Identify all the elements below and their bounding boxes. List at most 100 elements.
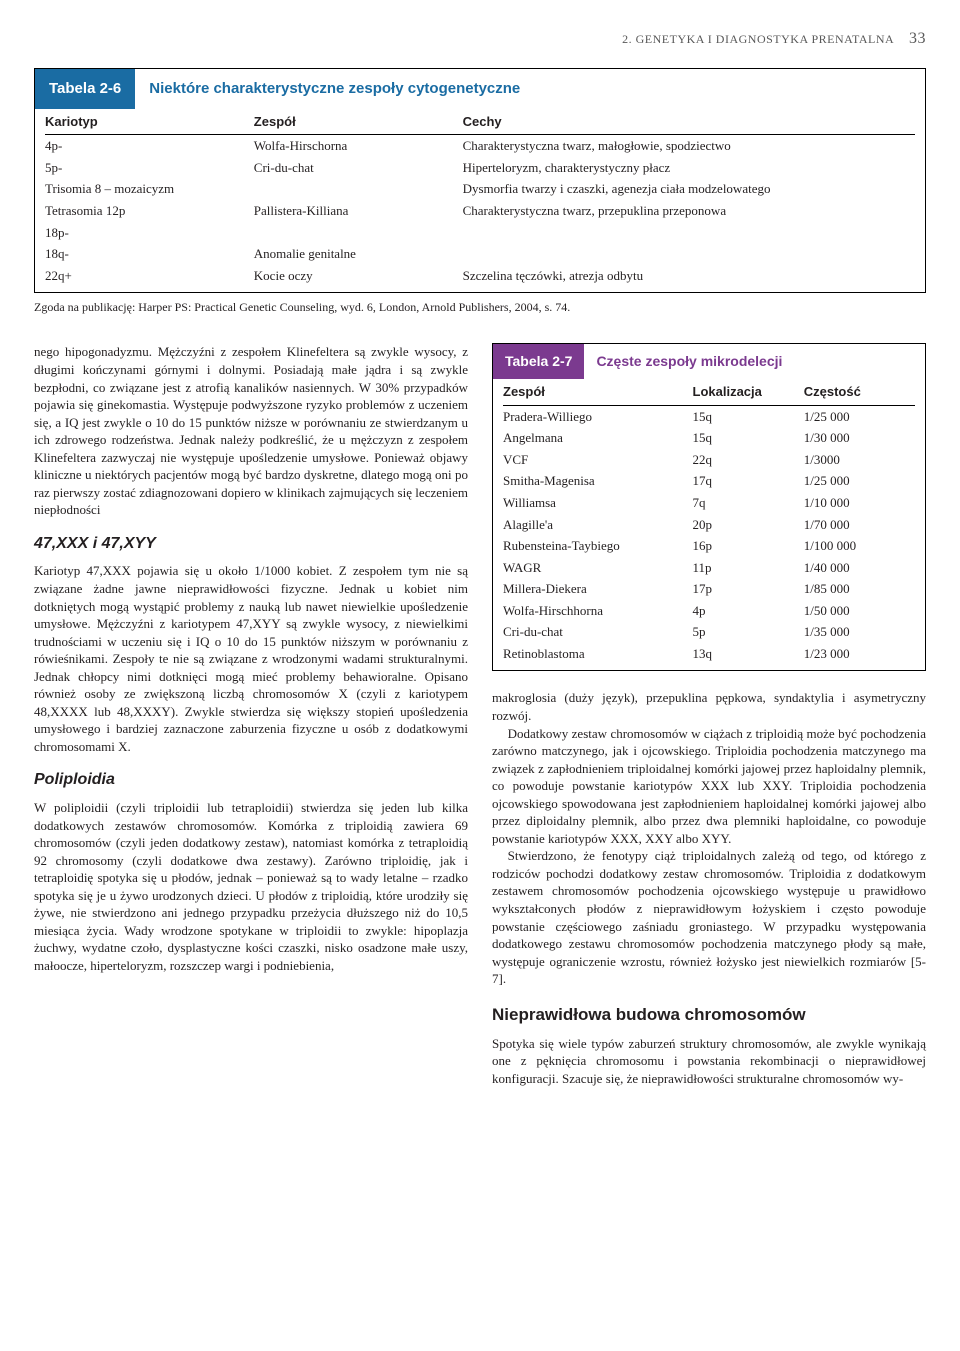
table-cell: 1/30 000 xyxy=(804,427,915,449)
table-cell: 1/100 000 xyxy=(804,535,915,557)
table-cell: Pallistera-Killiana xyxy=(254,200,463,222)
table-cell xyxy=(463,222,915,244)
table-cell xyxy=(254,222,463,244)
table-cell: Alagille'a xyxy=(503,514,693,536)
table-cell: 15q xyxy=(693,405,804,427)
table-cell: 1/50 000 xyxy=(804,600,915,622)
right-column: Tabela 2-7 Częste zespoły mikrodelecji Z… xyxy=(492,343,926,1087)
subsection-heading: 47,XXX i 47,XYY xyxy=(34,533,468,555)
table-2-6-tab: Tabela 2-6 xyxy=(35,69,135,109)
table-row: Trisomia 8 – mozaicyzmDysmorfia twarzy i… xyxy=(45,178,915,200)
table-cell: Pradera-Williego xyxy=(503,405,693,427)
table-cell: 1/70 000 xyxy=(804,514,915,536)
table-cell: Cri-du-chat xyxy=(503,621,693,643)
table-cell: 11p xyxy=(693,557,804,579)
table-row: 4p-Wolfa-HirschornaCharakterystyczna twa… xyxy=(45,135,915,157)
table-cell: Smitha-Magenisa xyxy=(503,470,693,492)
table-cell: 13q xyxy=(693,643,804,665)
table-cell: Charakterystyczna twarz, przepuklina prz… xyxy=(463,200,915,222)
col-header: Zespół xyxy=(254,109,463,135)
col-header: Kariotyp xyxy=(45,109,254,135)
table-row: Pradera-Williego15q1/25 000 xyxy=(503,405,915,427)
body-paragraph: Stwierdzono, że fenotypy ciąż triploidal… xyxy=(492,847,926,987)
table-cell xyxy=(463,243,915,265)
table-cell: 1/23 000 xyxy=(804,643,915,665)
table-cell: Wolfa-Hirschhorna xyxy=(503,600,693,622)
body-columns: nego hipogonadyzmu. Mężczyźni z zespołem… xyxy=(34,343,926,1087)
table-cell: 17p xyxy=(693,578,804,600)
table-cell: Retinoblastoma xyxy=(503,643,693,665)
table-cell: 1/25 000 xyxy=(804,405,915,427)
table-cell: 16p xyxy=(693,535,804,557)
table-cell: 5p- xyxy=(45,157,254,179)
page-number: 33 xyxy=(909,28,926,50)
col-header: Częstość xyxy=(804,379,915,405)
table-cell: Rubensteina-Taybiego xyxy=(503,535,693,557)
table-cell: 1/3000 xyxy=(804,449,915,471)
table-row: Tetrasomia 12pPallistera-KillianaCharakt… xyxy=(45,200,915,222)
table-row: Smitha-Magenisa17q1/25 000 xyxy=(503,470,915,492)
table-cell: 5p xyxy=(693,621,804,643)
table-cell: 15q xyxy=(693,427,804,449)
table-2-6-title: Niektóre charakterystyczne zespoły cytog… xyxy=(135,69,534,109)
table-2-6-footnote: Zgoda na publikację: Harper PS: Practica… xyxy=(34,299,926,315)
table-cell: 18p- xyxy=(45,222,254,244)
table-row: Millera-Diekera17p1/85 000 xyxy=(503,578,915,600)
table-cell: Williamsa xyxy=(503,492,693,514)
section-heading: Nieprawidłowa budowa chromosomów xyxy=(492,1004,926,1027)
table-2-7-title: Częste zespoły mikrodelecji xyxy=(584,344,794,379)
table-cell: 4p xyxy=(693,600,804,622)
body-paragraph: makroglosia (duży język), przepuklina pę… xyxy=(492,689,926,724)
table-cell xyxy=(254,178,463,200)
section-title: 2. GENETYKA I DIAGNOSTYKA PRENATALNA xyxy=(622,32,893,46)
table-row: Zespół Lokalizacja Częstość xyxy=(503,379,915,405)
table-cell: Szczelina tęczówki, atrezja odbytu xyxy=(463,265,915,287)
table-row: Rubensteina-Taybiego16p1/100 000 xyxy=(503,535,915,557)
table-cell: 22q xyxy=(693,449,804,471)
table-cell: Hiperteloryzm, charakterystyczny płacz xyxy=(463,157,915,179)
col-header: Cechy xyxy=(463,109,915,135)
table-row: Kariotyp Zespół Cechy xyxy=(45,109,915,135)
table-cell: 7q xyxy=(693,492,804,514)
table-2-7-grid: Zespół Lokalizacja Częstość Pradera-Will… xyxy=(503,379,915,664)
table-cell: Millera-Diekera xyxy=(503,578,693,600)
table-cell: Trisomia 8 – mozaicyzm xyxy=(45,178,254,200)
table-cell: Tetrasomia 12p xyxy=(45,200,254,222)
table-cell: 1/40 000 xyxy=(804,557,915,579)
table-cell: Cri-du-chat xyxy=(254,157,463,179)
table-2-7: Tabela 2-7 Częste zespoły mikrodelecji Z… xyxy=(492,343,926,671)
table-row: VCF22q1/3000 xyxy=(503,449,915,471)
col-header: Zespół xyxy=(503,379,693,405)
table-row: Alagille'a20p1/70 000 xyxy=(503,514,915,536)
table-row: Williamsa7q1/10 000 xyxy=(503,492,915,514)
table-cell: Charakterystyczna twarz, małogłowie, spo… xyxy=(463,135,915,157)
subsection-heading: Poliploidia xyxy=(34,769,468,791)
table-cell: 1/85 000 xyxy=(804,578,915,600)
table-2-6-grid: Kariotyp Zespół Cechy 4p-Wolfa-Hirschorn… xyxy=(45,109,915,286)
table-cell: Wolfa-Hirschorna xyxy=(254,135,463,157)
table-row: Wolfa-Hirschhorna4p1/50 000 xyxy=(503,600,915,622)
table-cell: WAGR xyxy=(503,557,693,579)
table-cell: Kocie oczy xyxy=(254,265,463,287)
table-cell: 4p- xyxy=(45,135,254,157)
body-paragraph: W poliploidii (czyli triploidii lub tetr… xyxy=(34,799,468,974)
body-paragraph: Spotyka się wiele typów zaburzeń struktu… xyxy=(492,1035,926,1088)
table-cell: VCF xyxy=(503,449,693,471)
table-cell: Anomalie genitalne xyxy=(254,243,463,265)
table-row: 22q+Kocie oczySzczelina tęczówki, atrezj… xyxy=(45,265,915,287)
body-paragraph: Dodatkowy zestaw chromosomów w ciążach z… xyxy=(492,725,926,848)
table-2-6: Tabela 2-6 Niektóre charakterystyczne ze… xyxy=(34,68,926,294)
table-row: Retinoblastoma13q1/23 000 xyxy=(503,643,915,665)
table-row: Cri-du-chat5p1/35 000 xyxy=(503,621,915,643)
table-row: WAGR11p1/40 000 xyxy=(503,557,915,579)
table-cell: 1/35 000 xyxy=(804,621,915,643)
table-2-7-tab: Tabela 2-7 xyxy=(493,344,584,379)
left-column: nego hipogonadyzmu. Mężczyźni z zespołem… xyxy=(34,343,468,1087)
table-cell: Angelmana xyxy=(503,427,693,449)
table-cell: 1/10 000 xyxy=(804,492,915,514)
table-cell: 18q- xyxy=(45,243,254,265)
body-paragraph: Kariotyp 47,XXX pojawia się u około 1/10… xyxy=(34,562,468,755)
table-row: 18p- xyxy=(45,222,915,244)
col-header: Lokalizacja xyxy=(693,379,804,405)
body-paragraph: nego hipogonadyzmu. Mężczyźni z zespołem… xyxy=(34,343,468,518)
